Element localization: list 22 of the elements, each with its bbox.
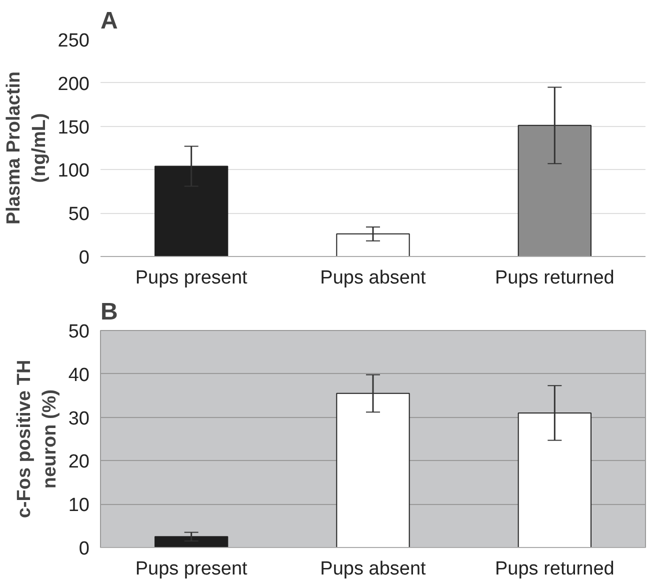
y-tick-label: 30	[68, 408, 90, 430]
chart-title: B	[100, 298, 118, 326]
y-tick-label: 150	[58, 117, 90, 138]
y-tick-label: 200	[58, 74, 90, 95]
y-tick-label: 10	[68, 495, 90, 516]
x-tick-label: Pups returned	[494, 558, 614, 580]
x-tick-label: Pups returned	[494, 268, 614, 288]
y-tick-label: 0	[78, 538, 90, 560]
y-axis-title: c-Fos positive TH neuron (%)	[14, 360, 60, 518]
y-axis-title: Plasma Prolactin (ng/mL)	[4, 71, 50, 225]
y-tick-label: 40	[68, 364, 90, 386]
x-tick-label: Pups present	[135, 558, 248, 580]
x-tick-label: Pups absent	[320, 558, 427, 580]
chart-title: A	[100, 8, 118, 34]
y-tick-label: 100	[58, 160, 90, 182]
y-tick-label: 0	[78, 248, 90, 268]
y-tick-label: 50	[68, 322, 90, 342]
y-tick-label: 50	[68, 204, 90, 226]
x-tick-label: Pups present	[135, 268, 248, 288]
y-tick-label: 20	[68, 452, 90, 473]
x-tick-label: Pups absent	[320, 268, 427, 288]
y-tick-label: 250	[58, 30, 90, 52]
